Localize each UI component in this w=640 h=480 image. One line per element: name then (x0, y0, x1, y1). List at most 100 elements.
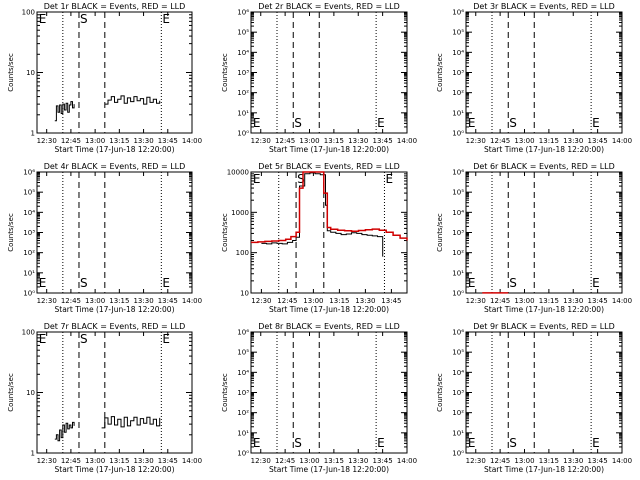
x-tick-label: 12:45 (61, 457, 81, 465)
plot-frame (250, 171, 408, 294)
event-marker-s: S (509, 436, 517, 450)
y-tick-label: 1000 (231, 209, 249, 217)
x-tick-label: 12:30 (251, 457, 271, 465)
y-axis-label: Counts/sec (221, 213, 229, 252)
x-axis-label: Start Time (17-Jun-18 12:20:00) (269, 465, 389, 474)
x-axis-label: Start Time (17-Jun-18 12:20:00) (269, 145, 389, 154)
x-axis-label: Start Time (17-Jun-18 12:20:00) (484, 305, 604, 314)
x-tick-label: 13:15 (539, 137, 559, 145)
event-marker-e: E (162, 332, 170, 346)
x-tick-label: 13:00 (299, 137, 319, 145)
y-tick-label: 10³ (452, 389, 464, 397)
y-tick-label: 1 (31, 130, 35, 138)
y-tick-label: 10² (237, 409, 249, 417)
x-tick-label: 13:30 (133, 457, 153, 465)
x-tick-label: 13:15 (109, 137, 129, 145)
y-tick-label: 10⁰ (23, 290, 35, 298)
x-tick-label: 13:15 (539, 457, 559, 465)
y-tick-label: 10⁶ (237, 9, 249, 17)
x-tick-label: 13:00 (303, 297, 323, 305)
y-tick-label: 10⁵ (452, 349, 464, 357)
plot-frame (465, 171, 623, 294)
x-tick-label: 13:15 (109, 297, 129, 305)
x-axis-label: Start Time (17-Jun-18 12:20:00) (484, 465, 604, 474)
x-tick-label: 12:30 (37, 137, 57, 145)
x-tick-label: 14:00 (612, 297, 632, 305)
event-marker-e: E (377, 436, 385, 450)
y-tick-label: 10² (452, 89, 464, 97)
x-tick-label: 12:30 (466, 297, 486, 305)
panel-det-5: Det 5r BLACK = Events, RED = LLD 12:30 12:… (221, 162, 408, 314)
x-tick-label: 12:45 (490, 137, 510, 145)
x-tick-label: 12:30 (466, 457, 486, 465)
panel-det-2: Det 2r BLACK = Events, RED = LLD 12:30 12:… (221, 2, 417, 154)
y-tick-label: 10⁴ (452, 209, 464, 217)
x-tick-label: 12:30 (251, 137, 271, 145)
event-marker-e: E (253, 436, 261, 450)
panel-title: Det 4r BLACK = Events, RED = LLD (44, 162, 186, 171)
x-tick-label: 13:15 (539, 297, 559, 305)
x-tick-label: 13:45 (381, 297, 401, 305)
x-tick-label: 12:30 (37, 457, 57, 465)
event-marker-s: S (509, 116, 517, 130)
x-axis-label: Start Time (17-Jun-18 12:20:00) (55, 305, 175, 314)
panel-det-9: Det 9r BLACK = Events, RED = LLD 12:30 12:… (436, 322, 632, 474)
event-marker-e: E (468, 116, 476, 130)
y-tick-label: 10 (26, 69, 35, 77)
x-tick-label: 14:00 (397, 457, 417, 465)
plot-frame (36, 11, 193, 134)
x-tick-label: 13:15 (324, 457, 344, 465)
x-axis-label: Start Time (17-Jun-18 12:20:00) (484, 145, 604, 154)
x-tick-label: 13:30 (133, 297, 153, 305)
y-tick-label: 10⁰ (452, 450, 464, 458)
x-tick-label: 13:00 (85, 457, 105, 465)
panel-title: Det 1r BLACK = Events, RED = LLD (44, 2, 186, 11)
x-tick-label: 13:15 (329, 297, 349, 305)
events-trace (104, 95, 161, 105)
y-tick-label: 100 (22, 329, 35, 337)
y-tick-label: 10⁶ (237, 329, 249, 337)
y-tick-label: 10² (23, 249, 35, 257)
plot-frame (465, 11, 623, 134)
event-marker-s: S (80, 276, 88, 290)
x-tick-label: 13:45 (158, 137, 178, 145)
y-axis-label: Counts/sec (7, 373, 15, 412)
y-tick-label: 10⁴ (23, 209, 35, 217)
x-tick-label: 13:45 (158, 297, 178, 305)
y-tick-label: 10⁰ (237, 450, 249, 458)
x-tick-label: 13:00 (85, 297, 105, 305)
event-marker-e: E (592, 436, 600, 450)
event-marker-e: E (253, 116, 261, 130)
y-tick-label: 10¹ (452, 269, 464, 277)
y-tick-label: 10⁵ (452, 189, 464, 197)
plot-frame (250, 11, 408, 134)
panel-title: Det 3r BLACK = Events, RED = LLD (473, 2, 615, 11)
x-axis-label: Start Time (17-Jun-18 12:20:00) (55, 145, 175, 154)
y-tick-label: 10³ (452, 69, 464, 77)
y-tick-label: 10⁰ (452, 290, 464, 298)
x-axis-label: Start Time (17-Jun-18 12:20:00) (269, 305, 389, 314)
y-tick-label: 10¹ (452, 429, 464, 437)
y-tick-label: 10² (237, 89, 249, 97)
event-marker-s: S (294, 436, 302, 450)
plot-frame (250, 331, 408, 454)
x-tick-label: 13:15 (109, 457, 129, 465)
panel-title: Det 9r BLACK = Events, RED = LLD (473, 322, 615, 331)
x-tick-label: 13:30 (563, 297, 583, 305)
event-marker-e: E (253, 172, 261, 186)
y-tick-label: 10¹ (452, 109, 464, 117)
event-marker-e: E (162, 12, 170, 26)
x-tick-label: 13:00 (514, 457, 534, 465)
y-tick-label: 10¹ (23, 269, 35, 277)
event-marker-e: E (39, 332, 47, 346)
x-tick-label: 12:45 (61, 297, 81, 305)
x-tick-label: 14:00 (182, 457, 202, 465)
y-tick-label: 10⁶ (452, 9, 464, 17)
event-marker-e: E (377, 116, 385, 130)
plot-frame (465, 331, 623, 454)
x-tick-label: 13:30 (348, 137, 368, 145)
y-tick-label: 10⁵ (237, 349, 249, 357)
y-axis-label: Counts/sec (7, 53, 15, 92)
y-tick-label: 10 (240, 290, 249, 298)
